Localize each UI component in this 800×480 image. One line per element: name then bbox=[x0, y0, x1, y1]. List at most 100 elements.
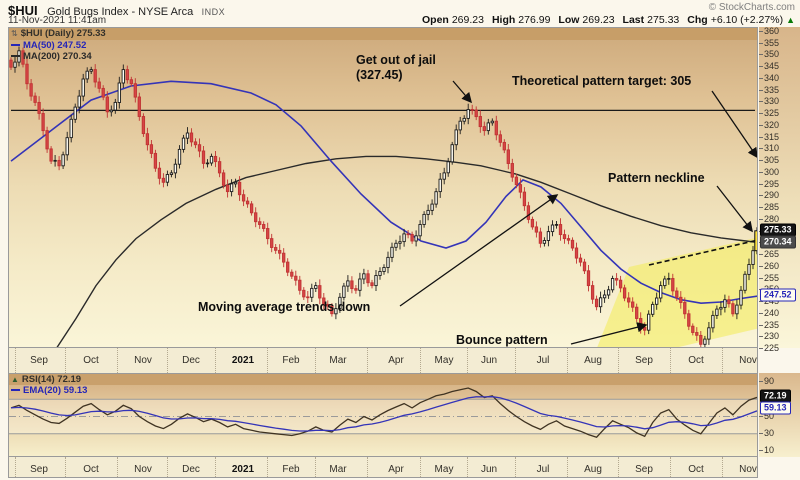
month-boundary-tick bbox=[670, 348, 671, 373]
month-boundary-tick bbox=[420, 457, 421, 477]
quote-value: 275.33 bbox=[647, 14, 680, 26]
price-value-box: 247.52 bbox=[760, 288, 796, 302]
month-boundary-tick bbox=[618, 457, 619, 477]
month-label: Sep bbox=[635, 355, 653, 366]
quote-value: 269.23 bbox=[582, 14, 615, 26]
price-tick-label: 360 bbox=[758, 26, 780, 36]
price-tick-label: 295 bbox=[758, 178, 780, 189]
month-label: 2021 bbox=[231, 464, 255, 475]
month-label: May bbox=[434, 355, 454, 366]
date-axis-strip-bottom: Sep Oct Nov Dec 2021 Feb Mar Apr May Jun Jul Aug Sep… bbox=[8, 457, 758, 478]
legend-highlight-band bbox=[9, 28, 757, 40]
price-tick-label: 280 bbox=[758, 213, 780, 224]
month-label: Mar bbox=[329, 355, 347, 366]
month-label: May bbox=[434, 464, 454, 475]
price-value-box: 59.13 bbox=[760, 401, 791, 415]
month-label: Dec bbox=[182, 355, 200, 366]
legend-ema-text: EMA(20) 59.13 bbox=[23, 385, 88, 396]
month-boundary-tick bbox=[215, 457, 216, 477]
annotation-arrow bbox=[716, 185, 753, 233]
price-tick-label: 310 bbox=[758, 143, 780, 154]
rsi-tick-label: 30 bbox=[758, 427, 775, 438]
price-tick-label: 340 bbox=[758, 72, 780, 83]
month-label: Oct bbox=[688, 464, 704, 475]
month-boundary-tick bbox=[215, 348, 216, 373]
rsi-tick-label: 50 bbox=[758, 410, 775, 421]
price-tick-label: 225 bbox=[758, 342, 780, 353]
quote-label: Open bbox=[422, 14, 449, 26]
month-label: Dec bbox=[182, 464, 200, 475]
annotation-arrow bbox=[452, 80, 473, 104]
month-boundary-tick bbox=[267, 457, 268, 477]
month-label: Nov bbox=[134, 355, 152, 366]
month-boundary-tick bbox=[515, 348, 516, 373]
month-label: Jun bbox=[480, 464, 498, 475]
price-tick-label: 255 bbox=[758, 272, 780, 283]
date-axis-strip-main: Sep Oct Nov Dec 2021 Feb Mar Apr May Jun Jul Aug Sep… bbox=[8, 348, 758, 373]
price-value-box: 72.19 bbox=[760, 389, 791, 403]
month-label: Apr bbox=[388, 355, 404, 366]
month-label: Jun bbox=[480, 355, 498, 366]
price-tick-label: 235 bbox=[758, 319, 780, 330]
month-boundary-tick bbox=[167, 348, 168, 373]
quote-label: Last bbox=[622, 14, 645, 26]
quote-label: Chg bbox=[687, 14, 708, 26]
ma50-line bbox=[10, 80, 757, 305]
price-tick-label: 290 bbox=[758, 190, 780, 201]
price-tick-label: 300 bbox=[758, 166, 780, 177]
legend-symbol-row: ⇅ $HUI (Daily) 275.33 bbox=[11, 28, 106, 39]
month-boundary-tick bbox=[367, 457, 368, 477]
price-tick-label: 285 bbox=[758, 202, 780, 213]
annotation-arrow bbox=[711, 90, 757, 159]
chart-title: $HUI Gold Bugs Index - NYSE Arca INDX bbox=[8, 2, 225, 20]
indicator-icon: ▲ bbox=[11, 375, 19, 384]
pattern-neckline-line bbox=[648, 239, 757, 266]
month-boundary-tick bbox=[722, 457, 723, 477]
month-label: Sep bbox=[30, 464, 48, 475]
rsi-panel bbox=[8, 373, 758, 457]
legend-ma50-row: MA(50) 247.52 bbox=[11, 40, 86, 51]
month-boundary-tick bbox=[670, 457, 671, 477]
month-label: Feb bbox=[282, 355, 300, 366]
ohlc-quote-row: Open 269.23 High 276.99 Low 269.23 Last 275.33 C… bbox=[414, 14, 795, 26]
chart-annotation: Pattern neckline bbox=[608, 171, 705, 185]
main-chart-canvas bbox=[9, 46, 757, 347]
price-tick-label: 325 bbox=[758, 108, 780, 119]
stockcharts-credit-link[interactable]: © StockCharts.com bbox=[708, 2, 795, 13]
quote-value: 276.99 bbox=[518, 14, 551, 26]
month-boundary-tick bbox=[65, 457, 66, 477]
month-label: Sep bbox=[635, 464, 653, 475]
chart-datetime: 11-Nov-2021 11:41am bbox=[8, 15, 107, 26]
month-label: Oct bbox=[688, 355, 704, 366]
legend-ma200-text: MA(200) 270.34 bbox=[23, 51, 92, 62]
quote-label: Low bbox=[558, 14, 580, 26]
price-tick-label: 315 bbox=[758, 131, 780, 142]
ema-line-swatch bbox=[11, 389, 20, 392]
month-boundary-tick bbox=[567, 457, 568, 477]
month-label: Mar bbox=[329, 464, 347, 475]
up-triangle-icon: ▲ bbox=[786, 15, 795, 25]
month-boundary-tick bbox=[618, 348, 619, 373]
ma50-line-swatch bbox=[11, 44, 20, 47]
legend-rsi-row: ▲ RSI(14) 72.19 bbox=[11, 374, 81, 385]
chart-annotation: Get out of jail (327.45) bbox=[356, 53, 436, 82]
month-label: Sep bbox=[30, 355, 48, 366]
chart-annotation: Theoretical pattern target: 305 bbox=[512, 74, 692, 88]
rsi-ema-line bbox=[10, 396, 757, 432]
price-value-box: 270.34 bbox=[760, 235, 796, 249]
price-tick-label: 345 bbox=[758, 61, 780, 72]
ma200-line bbox=[56, 155, 757, 347]
month-boundary-tick bbox=[420, 348, 421, 373]
month-label: Oct bbox=[83, 355, 99, 366]
ma200-line-swatch bbox=[11, 55, 20, 58]
month-boundary-tick bbox=[515, 457, 516, 477]
legend-ema-row: EMA(20) 59.13 bbox=[11, 385, 87, 396]
month-label: Aug bbox=[584, 355, 602, 366]
price-tick-label: 260 bbox=[758, 260, 780, 271]
annotation-arrow bbox=[570, 322, 648, 345]
month-boundary-tick bbox=[315, 457, 316, 477]
legend-symbol-text: $HUI (Daily) 275.33 bbox=[20, 28, 106, 39]
month-label: 2021 bbox=[231, 355, 255, 366]
chart-annotation: Bounce pattern bbox=[456, 333, 548, 347]
